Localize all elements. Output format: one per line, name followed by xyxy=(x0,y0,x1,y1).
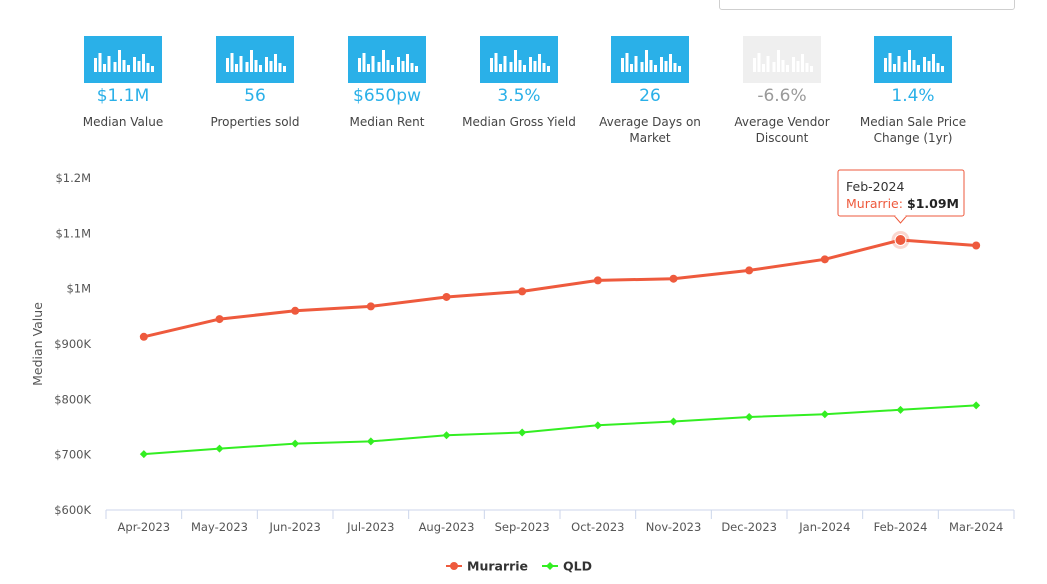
bar-chart-icon[interactable] xyxy=(743,36,821,83)
data-point-murarrie[interactable] xyxy=(139,332,148,341)
data-point-qld[interactable] xyxy=(669,417,678,426)
data-point-murarrie[interactable] xyxy=(894,233,907,246)
legend-label-murarrie[interactable]: Murarrie xyxy=(467,559,528,574)
search-box[interactable] xyxy=(719,0,1015,10)
data-point-murarrie[interactable] xyxy=(745,266,754,275)
data-point-qld[interactable] xyxy=(972,401,981,410)
bar-chart-icon[interactable] xyxy=(611,36,689,83)
tooltip-date: Feb-2024 xyxy=(846,179,905,194)
tile-label: Median Sale Price Change (1yr) xyxy=(859,115,967,145)
median-value-chart: $600K $700K $800K $900K $1M $1.1M $1.2M Median … xyxy=(30,169,1015,574)
data-point-qld[interactable] xyxy=(215,444,224,453)
tile-value: $650pw xyxy=(353,86,421,106)
data-point-murarrie[interactable] xyxy=(820,255,829,264)
x-tick-label: Apr-2023 xyxy=(118,520,171,534)
tile-value: 3.5% xyxy=(497,86,541,106)
stat-tile-average-vendor-discount[interactable]: -6.6% Average Vendor Discount xyxy=(722,36,842,146)
data-point-murarrie[interactable] xyxy=(442,292,451,301)
legend-label-qld[interactable]: QLD xyxy=(563,559,592,574)
stat-tile-average-days-on-market[interactable]: 26 Average Days on Market xyxy=(590,36,710,146)
x-tick-label: Aug-2023 xyxy=(419,520,475,534)
tooltip-pointer xyxy=(894,215,907,224)
tile-value: 56 xyxy=(244,86,266,106)
tile-label: Properties sold xyxy=(210,115,300,129)
tile-label: Median Rent xyxy=(349,115,425,129)
x-tick-label: Jan-2024 xyxy=(798,520,850,534)
tile-value: -6.6% xyxy=(757,86,807,106)
y-tick-label: $1.2M xyxy=(55,171,91,185)
tile-value: 1.4% xyxy=(891,86,935,106)
tile-label: Average Days on Market xyxy=(599,115,701,145)
x-tick-label: Mar-2024 xyxy=(949,520,1003,534)
data-point-qld[interactable] xyxy=(820,410,829,419)
bar-chart-icon[interactable] xyxy=(216,36,294,83)
y-tick-label: $900K xyxy=(54,337,91,351)
tile-label: Median Value xyxy=(82,115,164,129)
data-point-murarrie[interactable] xyxy=(669,274,678,283)
y-tick-label: $1.1M xyxy=(55,226,91,240)
x-tick-label: Feb-2024 xyxy=(874,520,928,534)
tile-label: Median Gross Yield xyxy=(462,115,576,129)
data-point-qld[interactable] xyxy=(442,431,451,440)
y-tick-label: $700K xyxy=(54,448,91,462)
y-tick-label: $600K xyxy=(54,503,91,517)
stat-tile-median-value[interactable]: $1.1M Median Value xyxy=(63,36,183,130)
x-tick-label: Jul-2023 xyxy=(346,520,394,534)
tile-label: Average Vendor Discount xyxy=(734,115,830,145)
x-tick-label: Nov-2023 xyxy=(646,520,702,534)
y-tick-label: $800K xyxy=(54,392,91,406)
data-point-murarrie[interactable] xyxy=(593,276,602,285)
data-point-qld[interactable] xyxy=(896,405,905,414)
x-tick-label: May-2023 xyxy=(191,520,248,534)
data-point-qld[interactable] xyxy=(139,450,148,459)
x-tick-label: Sep-2023 xyxy=(495,520,550,534)
data-point-murarrie[interactable] xyxy=(291,306,300,315)
tile-value: $1.1M xyxy=(96,86,150,106)
bar-chart-icon[interactable] xyxy=(84,36,162,83)
bar-chart-icon[interactable] xyxy=(874,36,952,83)
series-line-qld xyxy=(143,404,977,456)
tooltip-value: $1.09M xyxy=(907,196,959,211)
series-line-murarrie xyxy=(143,238,977,339)
x-tick-label: Jun-2023 xyxy=(268,520,320,534)
stat-tile-median-rent[interactable]: $650pw Median Rent xyxy=(327,36,447,130)
x-tick-label: Dec-2023 xyxy=(721,520,777,534)
data-point-murarrie[interactable] xyxy=(972,241,981,250)
data-point-qld[interactable] xyxy=(593,421,602,430)
stat-tile-median-gross-yield[interactable]: 3.5% Median Gross Yield xyxy=(459,36,579,130)
legend-marker-qld[interactable] xyxy=(546,562,554,570)
y-tick-label: $1M xyxy=(66,282,91,296)
tooltip-series-name: Murarrie: xyxy=(846,196,903,211)
data-point-murarrie[interactable] xyxy=(518,287,527,296)
x-tick-label: Oct-2023 xyxy=(571,520,624,534)
data-point-qld[interactable] xyxy=(518,428,527,437)
data-point-murarrie[interactable] xyxy=(366,302,375,311)
data-point-qld[interactable] xyxy=(291,439,300,448)
data-point-qld[interactable] xyxy=(745,413,754,422)
data-point-qld[interactable] xyxy=(366,437,375,446)
tile-value: 26 xyxy=(639,86,661,106)
stat-tile-properties-sold[interactable]: 56 Properties sold xyxy=(195,36,315,130)
bar-chart-icon[interactable] xyxy=(348,36,426,83)
data-point-murarrie[interactable] xyxy=(215,315,224,324)
stat-tile-median-sale-price-change[interactable]: 1.4% Median Sale Price Change (1yr) xyxy=(853,36,973,146)
legend-marker-murarrie[interactable] xyxy=(450,562,458,570)
y-axis-title: Median Value xyxy=(30,302,45,386)
bar-chart-icon[interactable] xyxy=(480,36,558,83)
